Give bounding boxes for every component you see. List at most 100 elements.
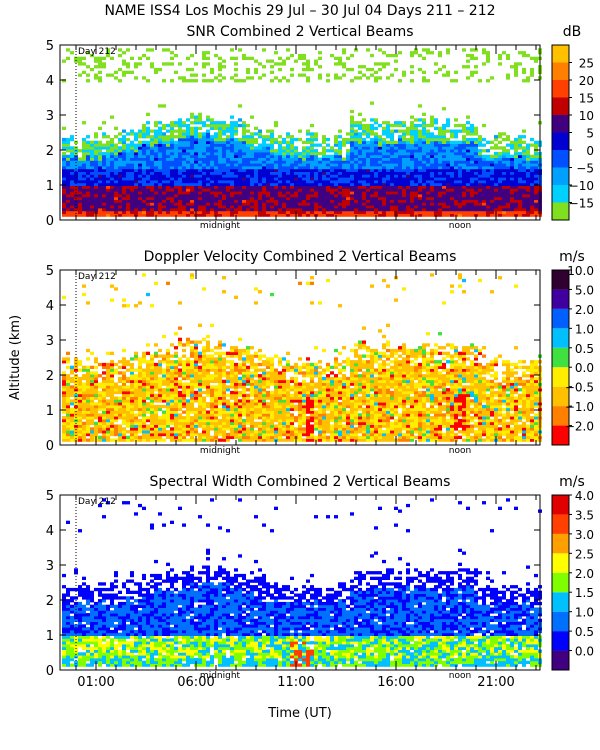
heatmap-cell xyxy=(82,390,86,395)
heatmap-cell xyxy=(490,182,494,186)
heatmap-cell xyxy=(362,179,366,184)
heatmap-cell xyxy=(482,157,486,161)
heatmap-cell xyxy=(158,213,162,217)
heatmap-cell xyxy=(202,79,206,83)
heatmap-cell xyxy=(446,213,450,217)
heatmap-cell xyxy=(258,188,262,192)
heatmap-cell xyxy=(430,191,434,195)
heatmap-cell xyxy=(174,404,178,409)
heatmap-cell xyxy=(246,163,250,167)
heatmap-cell xyxy=(138,388,142,392)
heatmap-cell xyxy=(446,205,450,209)
heatmap-cell xyxy=(122,393,126,397)
heatmap-cell xyxy=(86,365,90,369)
heatmap-cell xyxy=(102,402,106,406)
heatmap-cell xyxy=(246,210,250,214)
heatmap-cell xyxy=(442,207,446,212)
heatmap-cell xyxy=(306,179,310,184)
heatmap-cell xyxy=(418,53,422,58)
heatmap-cell xyxy=(478,185,482,189)
heatmap-cell xyxy=(110,379,114,383)
heatmap-cell xyxy=(118,157,122,161)
heatmap-cell xyxy=(230,115,234,119)
heatmap-cell xyxy=(230,149,234,153)
heatmap-cell xyxy=(322,182,326,186)
heatmap-cell xyxy=(306,157,310,161)
heatmap-cell xyxy=(438,146,442,150)
heatmap-cell xyxy=(82,191,86,195)
heatmap-cell xyxy=(354,191,358,195)
heatmap-cell xyxy=(526,154,530,158)
heatmap-cell xyxy=(418,205,422,209)
heatmap-cell xyxy=(254,59,258,63)
heatmap-cell xyxy=(210,196,214,200)
heatmap-cell xyxy=(214,165,218,170)
heatmap-cell xyxy=(118,48,122,52)
heatmap-cell xyxy=(94,163,98,167)
heatmap-cell xyxy=(142,193,146,198)
heatmap-cell xyxy=(186,129,190,133)
heatmap-cell xyxy=(366,210,370,214)
heatmap-cell xyxy=(78,163,82,167)
heatmap-cell xyxy=(126,182,130,186)
heatmap-cell xyxy=(182,179,186,184)
heatmap-cell xyxy=(482,137,486,142)
heatmap-cell xyxy=(178,199,182,203)
heatmap-cell xyxy=(138,56,142,60)
heatmap-cell xyxy=(290,188,294,192)
heatmap-cell xyxy=(378,202,382,206)
heatmap-cell xyxy=(518,188,522,192)
heatmap-cell xyxy=(98,404,102,409)
heatmap-cell xyxy=(202,56,206,60)
heatmap-cell xyxy=(262,205,266,209)
heatmap-cell xyxy=(270,143,274,147)
heatmap-cell xyxy=(94,174,98,178)
heatmap-cell xyxy=(402,193,406,198)
heatmap-cell xyxy=(170,146,174,150)
heatmap-cell xyxy=(66,438,70,442)
heatmap-cell xyxy=(386,62,390,66)
heatmap-cell xyxy=(494,177,498,181)
heatmap-cell xyxy=(422,135,426,139)
heatmap-cell xyxy=(66,376,70,381)
heatmap-cell xyxy=(118,146,122,150)
heatmap-cell xyxy=(394,67,398,72)
heatmap-cell xyxy=(82,393,86,397)
heatmap-cell xyxy=(90,430,94,434)
heatmap-cell xyxy=(302,177,306,181)
heatmap-cell xyxy=(330,174,334,178)
heatmap-cell xyxy=(218,202,222,206)
heatmap-cell xyxy=(198,126,202,130)
heatmap-cell xyxy=(374,205,378,209)
heatmap-cell xyxy=(378,157,382,161)
heatmap-cell xyxy=(94,430,98,434)
heatmap-cell xyxy=(166,379,170,383)
heatmap-cell xyxy=(154,182,158,186)
heatmap-cell xyxy=(142,168,146,172)
heatmap-cell xyxy=(94,207,98,212)
heatmap-cell xyxy=(186,399,190,403)
heatmap-cell xyxy=(206,56,210,60)
heatmap-cell xyxy=(162,151,166,156)
heatmap-cell xyxy=(370,182,374,186)
heatmap-cell xyxy=(166,396,170,400)
heatmap-cell xyxy=(166,213,170,217)
heatmap-cell xyxy=(478,151,482,156)
heatmap-cell xyxy=(194,62,198,66)
heatmap-cell xyxy=(278,202,282,206)
heatmap-cell xyxy=(330,210,334,214)
heatmap-cell xyxy=(70,185,74,189)
heatmap-cell xyxy=(154,407,158,411)
colorbar-label: 15 xyxy=(579,92,594,106)
heatmap-cell xyxy=(78,191,82,195)
heatmap-cell xyxy=(238,179,242,184)
heatmap-cell xyxy=(178,137,182,142)
heatmap-cell xyxy=(418,149,422,153)
heatmap-cell xyxy=(334,137,338,142)
heatmap-cell xyxy=(322,188,326,192)
heatmap-cell xyxy=(226,205,230,209)
heatmap-cell xyxy=(138,182,142,186)
heatmap-cell xyxy=(462,174,466,178)
heatmap-cell xyxy=(210,207,214,212)
heatmap-cell xyxy=(274,121,278,125)
